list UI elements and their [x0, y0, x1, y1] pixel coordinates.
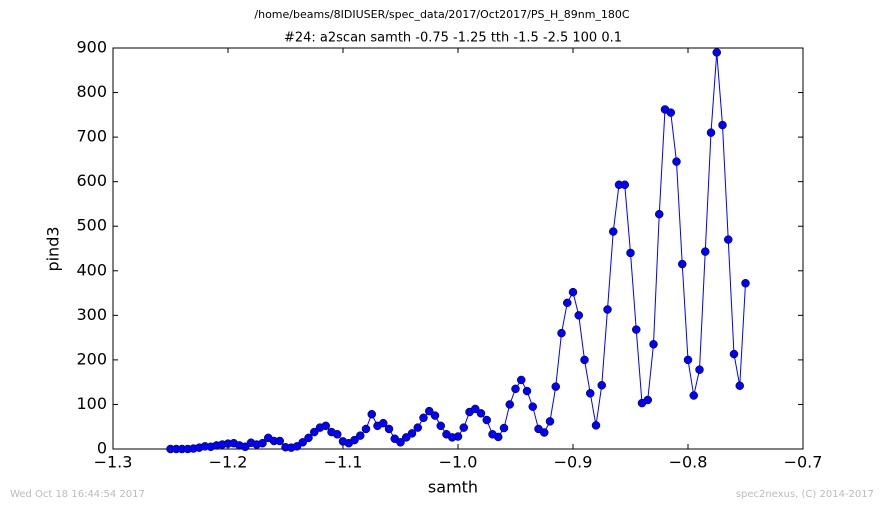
data-point: [356, 431, 365, 440]
data-point: [632, 325, 641, 334]
y-tick-label: 800: [76, 82, 107, 101]
data-point: [505, 400, 514, 409]
data-point: [304, 433, 313, 443]
data-line: [170, 52, 746, 450]
data-point: [430, 411, 440, 420]
data-point: [528, 402, 537, 411]
y-tick-label: 900: [76, 38, 107, 57]
data-point: [695, 365, 704, 374]
data-point: [540, 428, 549, 437]
x-tick-label: −0.9: [554, 453, 593, 472]
data-point: [545, 417, 555, 426]
data-point: [678, 259, 687, 269]
data-point: [568, 287, 578, 297]
y-tick-label: 300: [76, 305, 107, 324]
y-tick-label: 100: [76, 394, 107, 413]
data-point: [666, 108, 675, 117]
footer-credit: spec2nexus, (C) 2014-2017: [736, 489, 874, 500]
data-point: [701, 247, 710, 256]
chart-title: #24: a2scan samth -0.75 -1.25 tth -1.5 -…: [284, 31, 622, 46]
data-point: [275, 436, 284, 446]
data-point: [425, 406, 434, 416]
y-tick-label: 600: [76, 171, 107, 190]
data-point: [419, 413, 428, 423]
y-tick-label: 700: [76, 127, 107, 146]
footer-date: Wed Oct 18 16:44:54 2017: [10, 489, 145, 500]
data-point: [517, 375, 526, 385]
x-axis-label: samth: [428, 478, 478, 497]
data-point: [626, 248, 635, 258]
data-point: [712, 48, 721, 57]
chart-suptitle: /home/beams/8IDIUSER/spec_data/2017/Oct2…: [254, 8, 630, 21]
data-point: [609, 227, 618, 236]
y-axis-label: pind3: [44, 226, 63, 271]
x-tick-label: −0.7: [784, 453, 823, 472]
data-point: [729, 349, 739, 359]
data-point: [310, 427, 319, 437]
data-point: [551, 382, 560, 391]
plot-frame: [112, 47, 804, 450]
data-point: [499, 423, 509, 433]
data-point: [741, 279, 750, 288]
data-point: [574, 311, 583, 320]
data-point: [597, 381, 606, 390]
data-point: [683, 355, 693, 365]
data-point: [563, 298, 572, 308]
y-tick-label: 400: [76, 260, 107, 279]
data-point: [591, 421, 601, 430]
data-point: [333, 430, 342, 439]
data-point: [396, 438, 405, 447]
data-point: [453, 432, 463, 441]
data-point: [620, 180, 629, 190]
data-point: [522, 386, 532, 396]
data-point: [476, 409, 486, 418]
data-point: [384, 424, 394, 434]
data-point: [718, 120, 727, 130]
data-point: [586, 389, 595, 398]
data-point: [603, 305, 612, 314]
data-point: [361, 424, 371, 434]
data-point: [350, 435, 359, 445]
y-tick-label: 500: [76, 216, 107, 235]
data-point: [689, 391, 698, 400]
data-point: [402, 433, 411, 442]
data-point: [379, 418, 388, 428]
data-point: [436, 421, 445, 431]
x-tick-label: −1.0: [439, 453, 478, 472]
data-point: [241, 442, 250, 452]
data-point: [580, 355, 589, 365]
data-point: [655, 209, 664, 219]
data-point: [643, 395, 652, 405]
x-tick-label: −0.8: [669, 453, 708, 472]
data-point: [706, 128, 716, 137]
data-point: [367, 409, 376, 419]
y-tick-label: 0: [97, 439, 107, 458]
data-point: [258, 438, 267, 448]
x-tick-label: −1.2: [209, 453, 248, 472]
data-point: [292, 442, 302, 451]
data-point: [321, 421, 330, 431]
x-tick-label: −1.3: [94, 453, 133, 472]
data-point: [413, 423, 422, 432]
x-tick-label: −1.1: [324, 453, 363, 472]
data-point: [298, 438, 307, 447]
data-point: [494, 432, 503, 442]
data-point: [557, 328, 566, 338]
data-point: [407, 429, 417, 438]
y-tick-label: 200: [76, 349, 107, 368]
data-point: [672, 157, 681, 166]
data-point: [471, 404, 480, 414]
data-point: [511, 384, 520, 394]
data-point: [459, 423, 468, 432]
data-point: [482, 415, 491, 425]
data-point: [724, 235, 733, 244]
data-point: [649, 340, 658, 349]
data-point: [735, 381, 744, 390]
